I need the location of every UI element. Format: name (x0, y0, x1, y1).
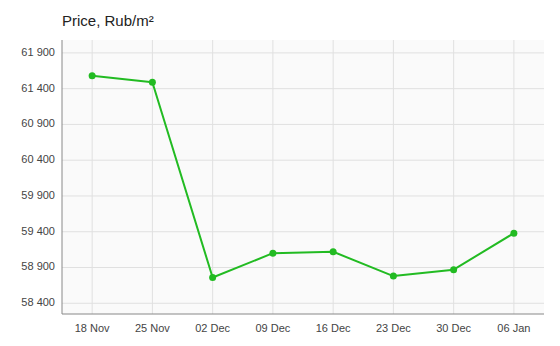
grid-line (62, 231, 544, 232)
point (209, 274, 216, 281)
tick-label: 16 Dec (316, 322, 351, 334)
grid-line (272, 40, 273, 314)
point (149, 79, 156, 86)
tick-label: 60 400 (21, 153, 55, 165)
tick-label: 59 900 (21, 189, 55, 201)
point (89, 72, 96, 79)
series (89, 72, 518, 281)
tick-label: 02 Dec (195, 322, 230, 334)
title: Price, Rub/m² (62, 12, 154, 29)
tick-label: 09 Dec (255, 322, 290, 334)
plot-area (62, 40, 544, 314)
grid (62, 40, 544, 314)
tick-label: 25 Nov (135, 322, 170, 334)
grid-line (62, 160, 544, 161)
tick-label: 59 400 (21, 225, 55, 237)
tick-label: 30 Dec (436, 322, 471, 334)
axes: 58 400 58 900 59 400 59 900 60 400 60 900 61 4… (21, 40, 544, 334)
tick-label: 58 900 (21, 260, 55, 272)
point (450, 266, 457, 273)
tick-label: 06 Jan (497, 322, 530, 334)
grid-line (62, 88, 544, 89)
tick-label: 23 Dec (376, 322, 411, 334)
tick-label: 61 400 (21, 82, 55, 94)
point (330, 248, 337, 255)
chart: 58 400 58 900 59 400 59 900 60 400 60 900 61 4… (0, 0, 560, 346)
grid-line (62, 267, 544, 268)
grid-line (62, 303, 544, 304)
grid-line (62, 195, 544, 196)
point (390, 273, 397, 280)
y-axis-line (62, 40, 63, 314)
grid-line (62, 124, 544, 125)
tick-label: 18 Nov (75, 322, 110, 334)
tick-label: 58 400 (21, 296, 55, 308)
point (510, 230, 517, 237)
tick-label: 61 900 (21, 46, 55, 58)
grid-line (62, 52, 544, 53)
x-axis-line (62, 314, 544, 315)
grid-line (212, 40, 213, 314)
page: {"chart_data": {"type": "line", "title":… (0, 0, 560, 346)
tick-label: 60 900 (21, 117, 55, 129)
line (92, 76, 514, 278)
point (269, 250, 276, 257)
grid-line (333, 40, 334, 314)
grid-line (513, 40, 514, 314)
grid-line (92, 40, 93, 314)
